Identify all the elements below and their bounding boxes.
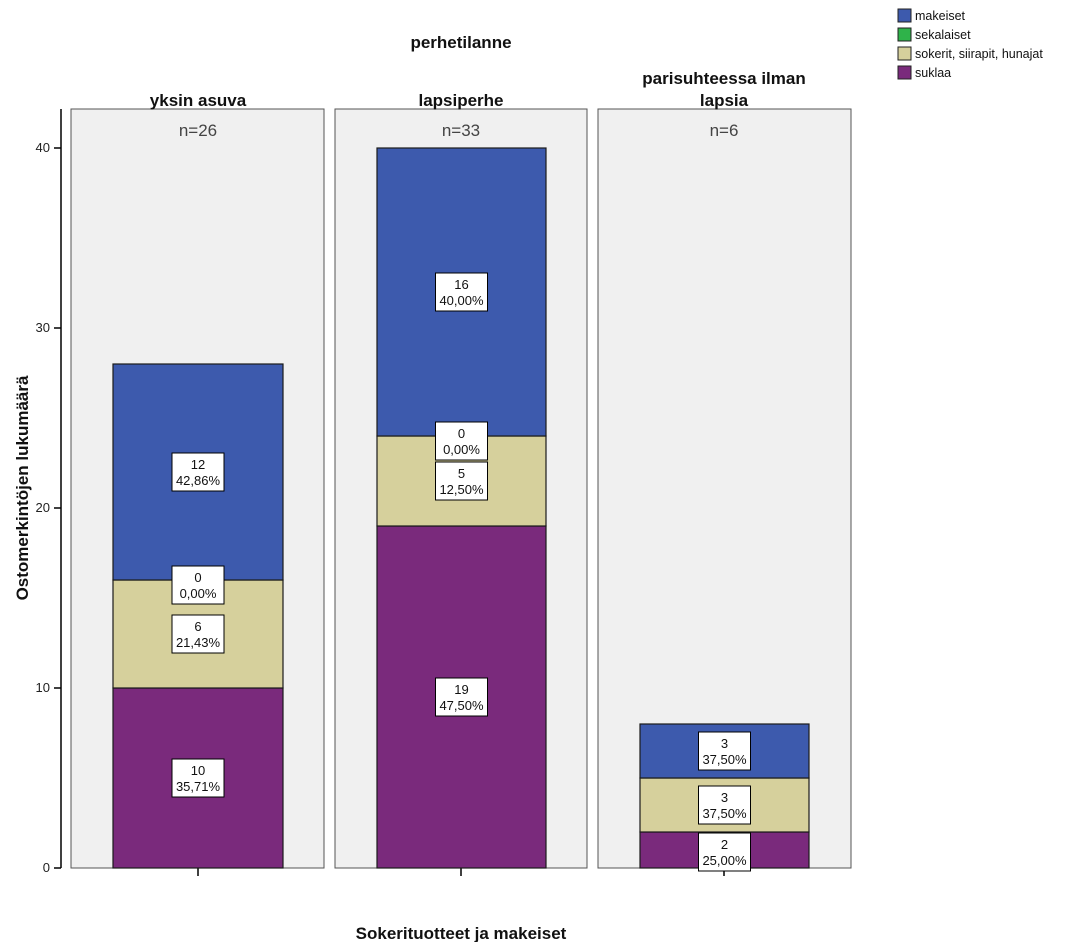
data-label-box [698, 731, 751, 771]
chart-title: perhetilanne [410, 33, 511, 52]
data-label-percent: 25,00% [702, 853, 747, 868]
data-label-box [698, 785, 751, 825]
legend-label: suklaa [915, 66, 951, 80]
data-label-percent: 35,71% [176, 779, 221, 794]
data-label-box [435, 272, 488, 312]
data-label-percent: 37,50% [702, 806, 747, 821]
y-tick-label: 40 [36, 140, 50, 155]
data-label-count: 3 [721, 736, 728, 751]
panel-title: parisuhteessa ilman [642, 69, 805, 88]
data-label-percent: 12,50% [439, 482, 484, 497]
y-tick-label: 10 [36, 680, 50, 695]
data-label-box [171, 758, 225, 798]
data-label-count: 2 [721, 837, 728, 852]
data-label-percent: 0,00% [180, 586, 217, 601]
legend-label: makeiset [915, 9, 966, 23]
data-label-count: 19 [454, 682, 468, 697]
legend-label: sekalaiset [915, 28, 971, 42]
data-label-percent: 0,00% [443, 442, 480, 457]
data-label-box [171, 452, 225, 492]
data-label-count: 6 [194, 619, 201, 634]
panel-n-label: n=26 [179, 121, 217, 140]
data-label-count: 0 [194, 570, 201, 585]
data-label-count: 16 [454, 277, 468, 292]
data-label-box [435, 677, 488, 717]
data-label-percent: 21,43% [176, 635, 221, 650]
data-label-count: 0 [458, 426, 465, 441]
x-axis-label: Sokerituotteet ja makeiset [356, 924, 567, 942]
legend-swatch [897, 8, 912, 23]
panel-n-label: n=6 [710, 121, 739, 140]
data-label-count: 12 [191, 457, 205, 472]
legend-label: sokerit, siirapit, hunajat [915, 47, 1043, 61]
y-tick-label: 30 [36, 320, 50, 335]
data-label-box [435, 461, 488, 501]
y-tick-label: 20 [36, 500, 50, 515]
panel-title: yksin asuva [150, 91, 247, 110]
legend-swatch [897, 27, 912, 42]
data-label-box [698, 832, 751, 872]
panel-title: lapsiperhe [418, 91, 503, 110]
y-axis-label: Ostomerkintöjen lukumäärä [13, 375, 32, 600]
data-label-percent: 40,00% [439, 293, 484, 308]
panel-title: lapsia [700, 91, 749, 110]
legend-swatch [897, 65, 912, 80]
data-label-count: 10 [191, 763, 205, 778]
data-label-box [435, 421, 488, 461]
data-label-box [171, 565, 225, 605]
panel-n-label: n=33 [442, 121, 480, 140]
data-label-count: 3 [721, 790, 728, 805]
legend-swatch [897, 46, 912, 61]
data-label-percent: 37,50% [702, 752, 747, 767]
data-label-percent: 47,50% [439, 698, 484, 713]
data-label-percent: 42,86% [176, 473, 221, 488]
data-label-box [171, 614, 225, 654]
data-label-count: 5 [458, 466, 465, 481]
y-tick-label: 0 [43, 860, 50, 875]
